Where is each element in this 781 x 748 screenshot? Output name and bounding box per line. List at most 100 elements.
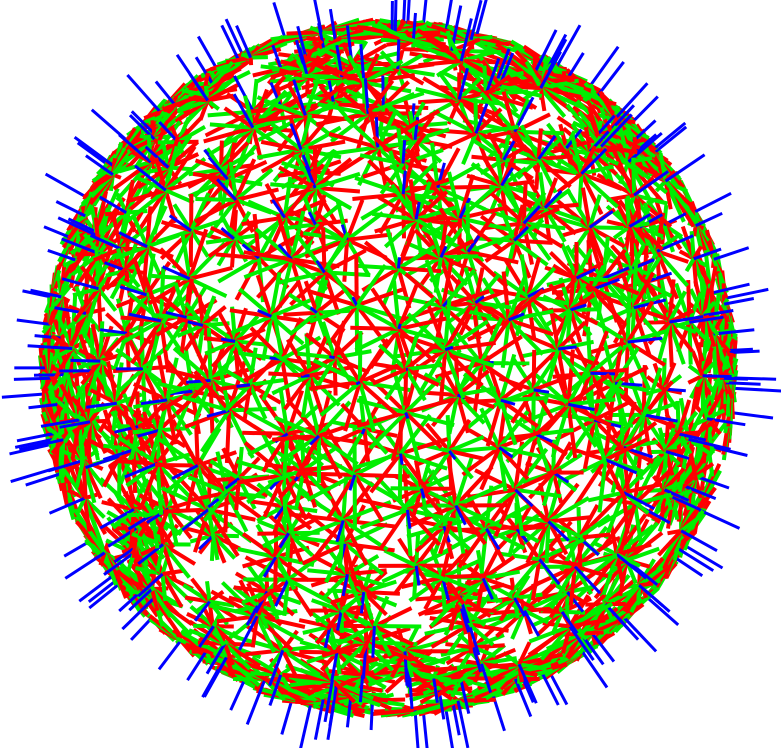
normal-ray bbox=[471, 646, 483, 673]
tangent-ray bbox=[173, 282, 189, 319]
tangent-ray bbox=[208, 476, 240, 483]
tangent-ray bbox=[216, 237, 236, 267]
normal-ray bbox=[358, 674, 365, 703]
normal-ray bbox=[448, 450, 457, 460]
tangent-ray bbox=[468, 622, 509, 633]
normal-ray bbox=[693, 247, 722, 261]
normal-ray bbox=[643, 413, 678, 423]
normal-ray bbox=[498, 446, 514, 459]
tangent-ray bbox=[556, 172, 583, 194]
tangent-ray bbox=[141, 330, 159, 370]
tangent-ray bbox=[415, 205, 459, 222]
tangent-ray bbox=[381, 563, 418, 584]
tangent-ray bbox=[601, 553, 619, 596]
normal-ray bbox=[299, 702, 313, 748]
normal-ray bbox=[533, 29, 558, 73]
tangent-ray bbox=[506, 274, 528, 321]
tangent-ray bbox=[621, 446, 644, 481]
tangent-ray bbox=[481, 547, 501, 580]
tangent-ray bbox=[205, 236, 235, 245]
normal-ray bbox=[328, 685, 338, 727]
tangent-ray bbox=[460, 676, 488, 689]
tangent-ray bbox=[372, 367, 407, 386]
tangent-ray bbox=[396, 267, 412, 309]
normal-ray bbox=[137, 428, 160, 438]
tangent-ray bbox=[384, 368, 408, 401]
tangent-ray bbox=[287, 421, 332, 436]
tangent-ray bbox=[544, 265, 578, 280]
tangent-ray bbox=[224, 656, 236, 679]
tangent-ray bbox=[224, 410, 232, 464]
tangent-ray bbox=[625, 341, 652, 391]
tangent-ray bbox=[350, 325, 399, 331]
normal-ray bbox=[663, 488, 690, 502]
tangent-ray bbox=[309, 303, 358, 324]
normal-ray bbox=[273, 505, 286, 520]
tangent-ray bbox=[417, 348, 447, 395]
tangent-ray bbox=[500, 396, 547, 403]
normal-ray bbox=[121, 596, 156, 631]
tangent-ray bbox=[576, 507, 582, 538]
tangent-ray bbox=[397, 327, 436, 364]
tangent-ray bbox=[684, 257, 696, 273]
tangent-ray bbox=[655, 249, 689, 288]
normal-ray bbox=[70, 358, 101, 363]
normal-ray bbox=[653, 125, 688, 154]
tangent-ray bbox=[448, 434, 485, 453]
tangent-ray bbox=[510, 388, 536, 424]
tangent-ray bbox=[119, 225, 149, 251]
normal-ray bbox=[548, 671, 569, 706]
tangent-ray bbox=[184, 283, 209, 319]
normal-ray bbox=[710, 282, 750, 295]
normal-ray bbox=[623, 617, 658, 653]
normal-ray bbox=[480, 663, 493, 694]
tangent-ray bbox=[663, 479, 685, 492]
tangent-ray bbox=[50, 438, 66, 455]
vector-star bbox=[499, 124, 578, 194]
normal-ray bbox=[405, 509, 412, 529]
normal-ray bbox=[55, 200, 86, 218]
normal-ray bbox=[27, 344, 73, 350]
tangent-ray bbox=[89, 388, 118, 406]
tangent-ray bbox=[306, 473, 356, 502]
tangent-ray bbox=[459, 97, 503, 106]
tangent-ray bbox=[604, 437, 649, 462]
tangent-ray bbox=[125, 188, 167, 224]
tangent-ray bbox=[255, 274, 274, 318]
tangent-ray bbox=[311, 554, 349, 576]
tangent-ray bbox=[242, 384, 252, 423]
tangent-ray bbox=[155, 543, 165, 573]
normal-ray bbox=[454, 504, 467, 526]
tangent-ray bbox=[432, 677, 447, 691]
tangent-ray bbox=[130, 319, 163, 365]
tangent-ray bbox=[534, 394, 550, 436]
tangent-ray bbox=[701, 288, 711, 316]
tangent-ray bbox=[305, 389, 321, 437]
tangent-ray bbox=[687, 374, 704, 385]
tangent-ray bbox=[321, 227, 327, 273]
tangent-ray bbox=[219, 140, 224, 170]
tangent-ray bbox=[587, 490, 625, 503]
normal-ray bbox=[232, 93, 255, 129]
normal-ray bbox=[67, 217, 95, 233]
tangent-ray bbox=[499, 78, 532, 88]
tangent-ray bbox=[256, 504, 286, 523]
normal-ray bbox=[144, 145, 170, 169]
normal-ray bbox=[665, 450, 690, 460]
tangent-ray bbox=[574, 248, 594, 280]
tangent-ray bbox=[521, 183, 528, 224]
tangent-ray bbox=[528, 624, 571, 644]
normal-ray bbox=[277, 243, 293, 261]
tangent-ray bbox=[604, 587, 636, 606]
tangent-ray bbox=[627, 373, 646, 416]
normal-ray bbox=[194, 56, 214, 84]
vector-star bbox=[605, 196, 654, 258]
tangent-ray bbox=[225, 55, 251, 65]
normal-ray bbox=[708, 444, 748, 457]
tangent-ray bbox=[266, 589, 302, 606]
tangent-ray bbox=[486, 524, 533, 531]
tangent-ray bbox=[475, 131, 523, 149]
tangent-ray bbox=[357, 381, 376, 433]
tangent-ray bbox=[558, 123, 569, 149]
normal-ray bbox=[522, 205, 541, 225]
